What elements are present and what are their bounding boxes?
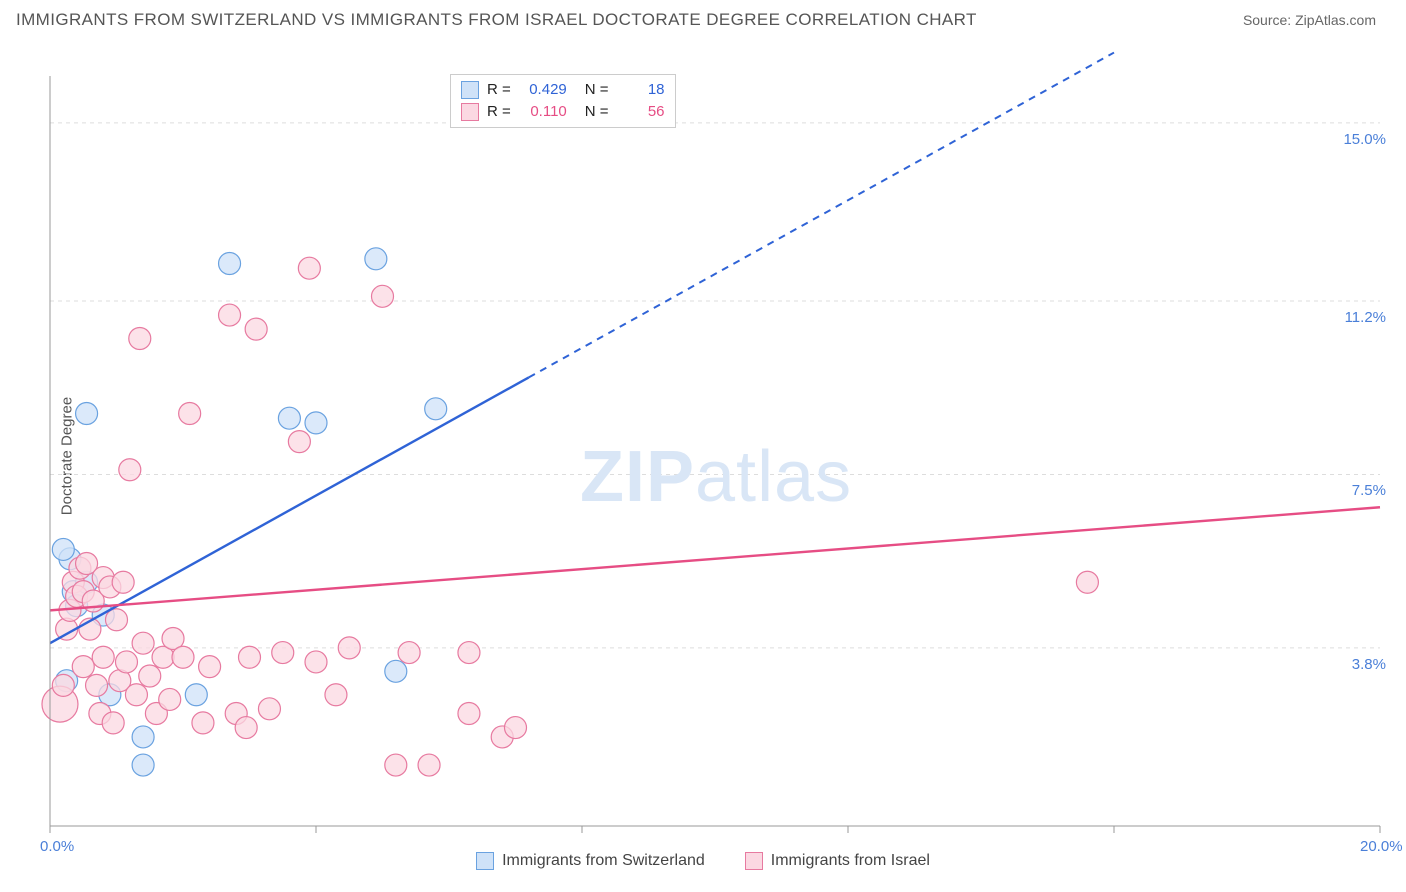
legend-row-switzerland: R = 0.429 N = 18 — [461, 79, 665, 101]
source-attribution: Source: ZipAtlas.com — [1243, 12, 1376, 28]
r-value-switzerland: 0.429 — [519, 79, 567, 101]
legend-row-israel: R = 0.110 N = 56 — [461, 101, 665, 123]
n-value-israel: 56 — [617, 101, 665, 123]
n-value-switzerland: 18 — [617, 79, 665, 101]
series-label-switzerland: Immigrants from Switzerland — [502, 852, 705, 870]
source-prefix: Source: — [1243, 12, 1295, 28]
scatter-chart — [0, 36, 1406, 876]
swatch-switzerland — [461, 81, 479, 99]
n-label: N = — [585, 101, 609, 123]
r-label: R = — [487, 79, 511, 101]
correlation-legend: R = 0.429 N = 18 R = 0.110 N = 56 — [450, 74, 676, 128]
source-link[interactable]: ZipAtlas.com — [1295, 12, 1376, 28]
series-legend: Immigrants from Switzerland Immigrants f… — [0, 852, 1406, 870]
series-label-israel: Immigrants from Israel — [771, 852, 930, 870]
r-label: R = — [487, 101, 511, 123]
swatch-israel — [461, 103, 479, 121]
y-tick-label: 3.8% — [1352, 656, 1386, 673]
y-tick-label: 15.0% — [1343, 131, 1386, 148]
r-value-israel: 0.110 — [519, 101, 567, 123]
chart-title: IMMIGRANTS FROM SWITZERLAND VS IMMIGRANT… — [16, 10, 977, 30]
n-label: N = — [585, 79, 609, 101]
y-tick-label: 7.5% — [1352, 482, 1386, 499]
y-tick-label: 11.2% — [1345, 309, 1386, 326]
legend-item-israel: Immigrants from Israel — [745, 852, 930, 870]
swatch-israel — [745, 852, 763, 870]
swatch-switzerland — [476, 852, 494, 870]
legend-item-switzerland: Immigrants from Switzerland — [476, 852, 705, 870]
